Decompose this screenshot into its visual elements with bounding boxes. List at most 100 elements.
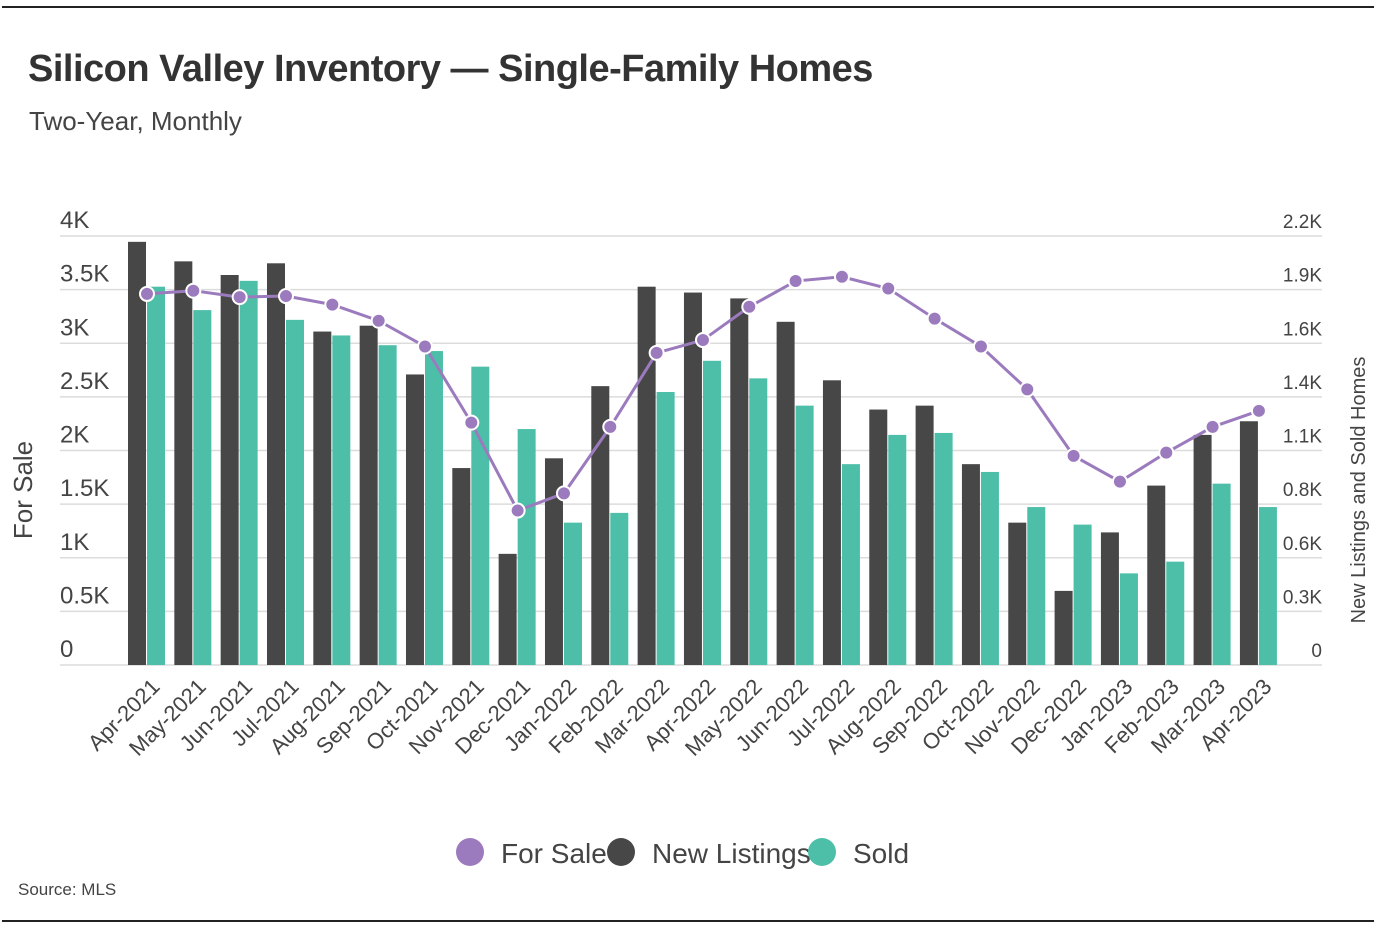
bar-new-listings [683, 292, 702, 665]
point-for-sale [741, 298, 758, 315]
bar-new-listings [128, 241, 146, 665]
right-tick-label: 1.1K [1283, 427, 1322, 448]
bar-sold [1212, 483, 1231, 665]
point-for-sale [185, 282, 202, 299]
legend-label: For Sale [501, 838, 607, 869]
right-axis-label: New Listings and Sold Homes [1348, 357, 1370, 624]
bar-sold [378, 345, 397, 665]
bar-new-listings [405, 374, 424, 665]
bar-sold [749, 378, 768, 665]
point-for-sale [787, 273, 804, 290]
point-for-sale [509, 502, 526, 519]
point-for-sale [463, 414, 480, 431]
bar-sold [1027, 507, 1046, 665]
point-for-sale [1111, 473, 1128, 490]
legend-marker [808, 838, 836, 866]
point-for-sale [1019, 381, 1036, 398]
point-for-sale [880, 280, 897, 297]
left-tick-label: 4K [60, 207, 89, 234]
point-for-sale [416, 338, 433, 355]
bar-sold [239, 280, 258, 665]
left-tick-label: 1K [60, 529, 89, 556]
point-for-sale [1158, 444, 1175, 461]
point-for-sale [277, 288, 294, 305]
point-for-sale [648, 344, 665, 361]
bar-sold [193, 310, 212, 665]
bar-sold [1073, 524, 1092, 665]
point-for-sale [139, 285, 155, 302]
bar-new-listings [822, 380, 841, 665]
left-tick-label: 0 [60, 636, 73, 663]
bar-new-listings [1054, 590, 1073, 665]
right-tick-label: 1.6K [1283, 319, 1322, 340]
point-for-sale [926, 310, 943, 327]
bar-sold [841, 464, 860, 665]
left-axis-label: For Sale [8, 441, 38, 539]
legend-marker [456, 838, 484, 866]
chart-title: Silicon Valley Inventory — Single-Family… [28, 48, 873, 90]
bar-new-listings [313, 331, 332, 665]
bar-new-listings [915, 405, 934, 665]
left-tick-label: 3K [60, 314, 89, 341]
left-tick-label: 3.5K [60, 261, 109, 288]
bar-sold [795, 405, 814, 665]
bar-new-listings [266, 263, 285, 665]
bar-new-listings [544, 458, 563, 665]
right-tick-label: 0.6K [1283, 534, 1322, 555]
bar-new-listings [869, 409, 888, 665]
bar-sold [332, 335, 351, 665]
right-tick-label: 0.3K [1283, 587, 1322, 608]
left-tick-label: 2.5K [60, 368, 109, 395]
legend-marker [607, 838, 635, 866]
bar-new-listings [452, 468, 471, 665]
bar-sold [934, 432, 953, 665]
bar-sold [980, 471, 999, 665]
bar-new-listings [961, 464, 980, 665]
bar-new-listings [1008, 522, 1027, 665]
right-tick-label: 0.8K [1283, 480, 1322, 501]
point-for-sale [972, 338, 989, 355]
bar-sold [147, 286, 165, 665]
right-tick-label: 0 [1311, 641, 1322, 662]
bar-new-listings [730, 298, 749, 665]
bar-new-listings [1147, 485, 1166, 665]
bar-sold [285, 319, 304, 665]
bar-new-listings [776, 321, 795, 665]
top-rule [2, 6, 1374, 8]
right-tick-label: 1.9K [1283, 266, 1322, 287]
bar-new-listings [637, 286, 656, 665]
right-tick-label: 2.2K [1283, 212, 1322, 233]
point-for-sale [1065, 447, 1082, 464]
legend-label: New Listings [652, 838, 811, 869]
bar-sold [1119, 573, 1138, 665]
left-tick-label: 1.5K [60, 475, 109, 502]
left-tick-label: 0.5K [60, 582, 109, 609]
point-for-sale [1204, 418, 1221, 435]
bar-sold [1166, 561, 1185, 665]
source-note: Source: MLS [18, 880, 117, 899]
point-for-sale [1250, 402, 1267, 419]
bar-sold [517, 429, 536, 665]
chart-subtitle: Two-Year, Monthly [29, 106, 242, 136]
left-tick-label: 2K [60, 422, 89, 449]
bar-new-listings [359, 325, 378, 665]
bar-sold [471, 366, 490, 665]
point-for-sale [833, 268, 850, 285]
point-for-sale [602, 418, 619, 435]
bar-sold [563, 522, 582, 665]
bar-sold [1258, 507, 1277, 665]
right-tick-label: 1.4K [1283, 373, 1322, 394]
bar-new-listings [498, 553, 517, 665]
point-for-sale [555, 485, 572, 502]
bar-sold [702, 360, 721, 665]
bar-new-listings [1100, 532, 1119, 665]
bottom-rule [2, 920, 1374, 922]
legend-label: Sold [853, 838, 909, 869]
bar-new-listings [220, 275, 239, 665]
bar-sold [610, 512, 629, 665]
point-for-sale [694, 332, 711, 349]
bar-sold [888, 434, 907, 665]
point-for-sale [324, 296, 341, 313]
bar-sold [424, 351, 443, 665]
